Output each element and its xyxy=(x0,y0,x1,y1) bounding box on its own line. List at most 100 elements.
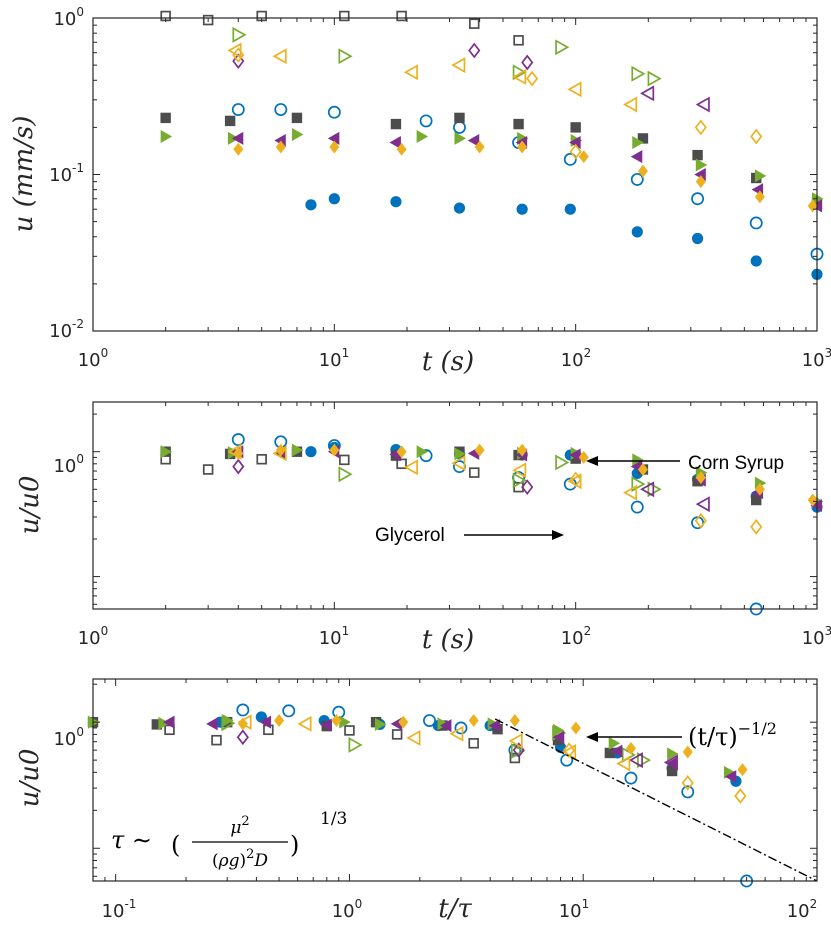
x-axis-label: t (s) xyxy=(422,347,474,377)
blue-filled-circle-point xyxy=(631,226,643,238)
gray-filled-square-point xyxy=(751,494,762,506)
purple-open-triangle-point xyxy=(663,754,678,771)
green-filled-triangle-point xyxy=(454,447,466,461)
orange-filled-diamond-point xyxy=(233,142,244,156)
orange-open-triangle-point xyxy=(567,81,582,98)
blue-open-circle-point xyxy=(327,105,341,119)
green-filled-triangle-point xyxy=(158,716,170,730)
green-open-triangle-point xyxy=(555,39,570,56)
purple-filled-triangle-point xyxy=(724,770,737,784)
purple-filled-triangle-point xyxy=(569,136,581,150)
orange-filled-diamond-point xyxy=(398,715,409,729)
green-open-triangle-point xyxy=(647,481,662,498)
orange-filled-diamond-point xyxy=(396,142,407,156)
x-tick-label: 101 xyxy=(319,346,350,371)
blue-open-circle-point xyxy=(419,114,433,128)
svg-text:(ρg)2D: (ρg)2D xyxy=(212,847,268,871)
gray-open-square-point xyxy=(202,14,214,26)
green-filled-triangle-point xyxy=(160,445,173,459)
svg-text:μ2: μ2 xyxy=(230,814,249,838)
orange-open-diamond-point xyxy=(750,128,763,145)
orange-filled-diamond-point xyxy=(637,164,648,178)
ticks-top xyxy=(92,17,818,332)
orange-filled-diamond-point xyxy=(578,450,589,464)
gray-open-square-point xyxy=(509,752,521,764)
y-tick-label: 10-1 xyxy=(49,161,84,186)
orange-open-triangle-point xyxy=(451,57,466,74)
gray-filled-square-point xyxy=(666,765,678,777)
orange-filled-diamond-point xyxy=(578,150,589,164)
orange-open-diamond-point xyxy=(694,512,707,529)
green-filled-triangle-point xyxy=(632,453,644,467)
green-open-triangle-point xyxy=(221,715,236,732)
x-tick-label: 102 xyxy=(561,624,592,649)
blue-filled-circle-point xyxy=(328,193,340,205)
x-tick-label: 103 xyxy=(802,346,831,371)
axes-frame-bottom xyxy=(92,678,818,882)
gray-open-square-point xyxy=(469,467,480,478)
panel-top: 100 101 102 103 10-2 10-1 100 t (s) u (m… xyxy=(9,5,831,377)
panel-bottom: 10-1 100 101 102 100 t/τ u/u0 (t/τ)−1/2 … xyxy=(15,678,818,924)
gray-filled-square-point xyxy=(637,133,649,144)
orange-open-triangle-point xyxy=(449,725,464,742)
blue-open-circle-point xyxy=(274,103,288,117)
blue-open-circle-point xyxy=(630,172,644,186)
orange-filled-diamond-point xyxy=(570,721,581,735)
tau-formula: τ ∼ ( μ2 (ρg)2D ) 1/3 xyxy=(111,809,347,871)
green-filled-triangle-point xyxy=(754,169,767,183)
purple-open-triangle-point xyxy=(695,96,710,113)
y-axis-label: u/u0 xyxy=(15,749,45,808)
orange-open-triangle-point xyxy=(227,443,242,460)
gray-filled-square-point xyxy=(160,112,171,124)
axes-frame-top xyxy=(92,17,818,332)
green-filled-triangle-point xyxy=(339,715,351,729)
green-open-triangle-point xyxy=(631,65,646,82)
gray-filled-square-point xyxy=(454,112,465,124)
green-filled-triangle-point xyxy=(454,131,466,145)
blue-open-circle-point xyxy=(332,705,346,719)
orange-filled-diamond-point xyxy=(509,714,520,728)
blue-filled-circle-point xyxy=(516,203,528,215)
corn-syrup-label: Corn Syrup xyxy=(688,453,784,474)
x-tick-label: 102 xyxy=(787,897,818,922)
orange-open-triangle-point xyxy=(403,459,418,476)
orange-open-diamond-point xyxy=(569,471,582,488)
green-open-triangle-point xyxy=(338,48,353,65)
gray-filled-square-point xyxy=(291,112,303,124)
orange-open-triangle-point xyxy=(297,715,312,732)
orange-filled-diamond-point xyxy=(682,745,693,759)
purple-filled-triangle-point xyxy=(439,719,452,733)
green-filled-triangle-point xyxy=(374,717,387,731)
purple-filled-triangle-point xyxy=(390,717,403,731)
left-paren: ( xyxy=(171,831,180,859)
orange-open-triangle-point xyxy=(403,64,418,81)
purple-filled-triangle-point xyxy=(320,718,332,732)
x-tick-label: 102 xyxy=(561,346,592,371)
orange-filled-diamond-point xyxy=(329,443,340,457)
blue-open-circle-point xyxy=(423,714,436,728)
orange-open-diamond-point xyxy=(563,742,576,759)
x-tick-label: 100 xyxy=(78,624,109,649)
orange-open-diamond-point xyxy=(232,47,245,63)
green-open-triangle-point xyxy=(631,476,646,493)
green-filled-triangle-point xyxy=(291,443,304,457)
orange-filled-diamond-point xyxy=(468,714,479,728)
gray-open-square-point xyxy=(396,458,407,470)
reference-power-law-line xyxy=(494,718,818,882)
blue-filled-circle-point xyxy=(750,255,762,267)
orange-open-triangle-point xyxy=(508,732,523,749)
green-filled-triangle-point xyxy=(632,136,644,150)
gray-filled-square-point xyxy=(390,118,402,130)
green-open-triangle-point xyxy=(338,466,353,483)
blue-filled-circle-point xyxy=(691,232,704,245)
blue-open-circle-point xyxy=(231,433,245,447)
y-tick-label: 10-2 xyxy=(49,317,84,342)
power-law-label: (t/τ)−1/2 xyxy=(688,719,777,751)
svg-text:1/3: 1/3 xyxy=(320,809,347,829)
glycerol-arrowhead xyxy=(552,530,564,540)
blue-open-circle-point xyxy=(630,500,644,514)
gray-filled-square-point xyxy=(570,122,581,133)
glycerol-label: Glycerol xyxy=(375,525,445,546)
orange-open-diamond-point xyxy=(750,518,763,535)
